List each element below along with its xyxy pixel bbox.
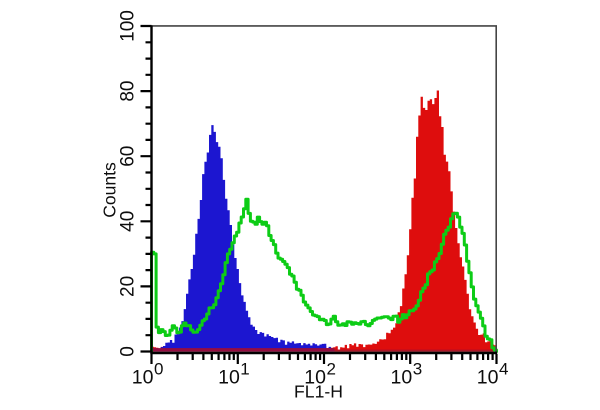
svg-text:1: 1	[240, 360, 249, 379]
svg-text:FL1-H: FL1-H	[294, 382, 343, 402]
svg-text:3: 3	[413, 360, 422, 379]
svg-text:10: 10	[218, 367, 240, 389]
svg-text:20: 20	[118, 276, 139, 297]
svg-text:10: 10	[390, 367, 412, 389]
svg-text:4: 4	[499, 360, 508, 379]
svg-text:80: 80	[118, 81, 139, 102]
svg-text:10: 10	[304, 367, 326, 389]
svg-text:2: 2	[327, 360, 336, 379]
svg-text:40: 40	[118, 211, 139, 232]
svg-text:100: 100	[118, 10, 139, 42]
svg-text:60: 60	[118, 146, 139, 167]
svg-text:Counts: Counts	[100, 162, 120, 218]
svg-text:10: 10	[477, 367, 499, 389]
svg-text:0: 0	[118, 346, 139, 357]
svg-text:0: 0	[154, 360, 163, 379]
svg-text:10: 10	[132, 367, 154, 389]
